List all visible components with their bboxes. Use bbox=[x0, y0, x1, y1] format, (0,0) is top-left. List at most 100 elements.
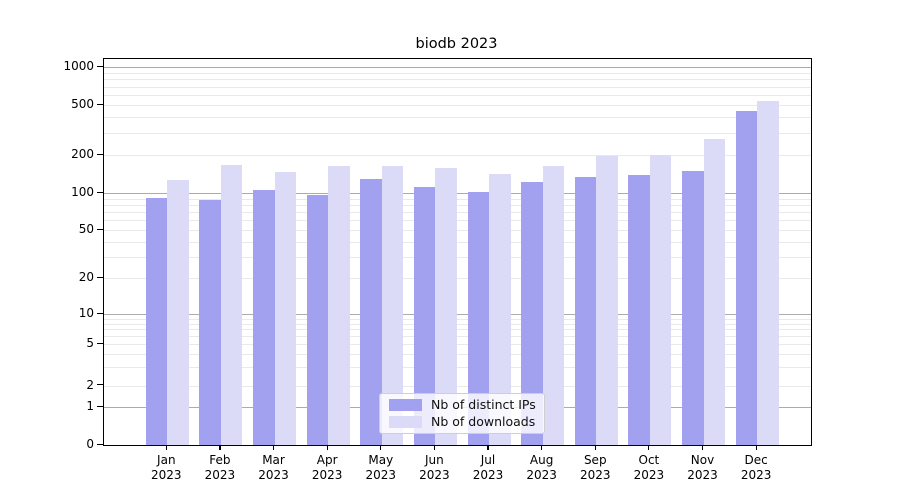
y-tick-label: 100 bbox=[71, 185, 94, 199]
x-tick-label: Dec 2023 bbox=[724, 453, 788, 482]
gridline-minor bbox=[104, 344, 811, 345]
x-tick-label: Jan 2023 bbox=[134, 453, 198, 482]
x-tick-label: Aug 2023 bbox=[510, 453, 574, 482]
gridline-minor bbox=[104, 220, 811, 222]
x-tick-mark bbox=[755, 445, 757, 450]
y-tick-label: 1000 bbox=[63, 59, 94, 74]
gridline-minor bbox=[104, 212, 811, 214]
bar-distinct-ips-nov bbox=[682, 170, 704, 445]
legend-label: Nb of downloads bbox=[431, 414, 536, 429]
x-tick-mark bbox=[541, 445, 543, 450]
gridline-minor bbox=[104, 329, 811, 331]
gridline-minor bbox=[104, 323, 811, 325]
y-tick-mark bbox=[97, 153, 103, 155]
bar-downloads-oct bbox=[649, 154, 672, 445]
bar-downloads-may bbox=[381, 166, 404, 445]
x-tick-mark bbox=[433, 445, 435, 450]
gridline-minor bbox=[104, 72, 811, 74]
x-tick-mark bbox=[326, 445, 328, 450]
x-tick-label: Jul 2023 bbox=[456, 453, 520, 482]
gridline-major bbox=[104, 193, 811, 194]
bar-distinct-ips-may bbox=[360, 179, 382, 445]
gridline-minor bbox=[104, 278, 811, 280]
x-tick-label: Mar 2023 bbox=[242, 453, 306, 482]
gridline-minor bbox=[104, 256, 811, 258]
x-tick-label: Nov 2023 bbox=[671, 453, 735, 482]
x-tick-year: 2023 bbox=[258, 467, 289, 482]
y-tick-label: 2 bbox=[86, 377, 94, 392]
bar-distinct-ips-mar bbox=[253, 190, 275, 445]
y-tick-mark bbox=[97, 228, 103, 230]
gridline-minor bbox=[104, 155, 811, 157]
x-tick-mark bbox=[165, 445, 167, 450]
y-tick-label: 500 bbox=[71, 97, 94, 111]
x-tick-year: 2023 bbox=[579, 467, 611, 482]
x-tick-year: 2023 bbox=[472, 467, 504, 482]
gridline-minor bbox=[104, 318, 811, 320]
x-tick-mark bbox=[219, 445, 221, 450]
legend-item: Nb of distinct IPs bbox=[389, 398, 536, 412]
y-tick-mark bbox=[97, 405, 103, 408]
x-tick-label: Apr 2023 bbox=[295, 453, 359, 482]
gridline-major bbox=[104, 67, 811, 69]
bar-downloads-jan bbox=[167, 179, 189, 445]
gridline-minor bbox=[104, 198, 811, 200]
bar-downloads-aug bbox=[542, 166, 565, 445]
gridline-minor bbox=[104, 117, 811, 119]
legend-swatch-distinct-ips bbox=[389, 398, 422, 412]
bar-distinct-ips-apr bbox=[306, 194, 329, 445]
y-tick-label: 10 bbox=[78, 306, 94, 320]
x-tick-mark bbox=[272, 445, 275, 450]
x-tick-year: 2023 bbox=[419, 467, 450, 482]
bar-downloads-mar bbox=[274, 171, 297, 445]
bar-distinct-ips-oct bbox=[628, 175, 650, 445]
bar-downloads-apr bbox=[328, 165, 350, 445]
chart-title: biodb 2023 bbox=[415, 36, 498, 52]
gridline-minor bbox=[104, 241, 811, 243]
gridline-minor bbox=[104, 105, 811, 106]
gridline-minor bbox=[104, 354, 811, 356]
y-tick-label: 0 bbox=[86, 437, 94, 451]
y-tick-label: 5 bbox=[86, 336, 94, 350]
x-tick-year: 2023 bbox=[740, 467, 772, 482]
x-tick-year: 2023 bbox=[204, 467, 236, 482]
x-tick-year: 2023 bbox=[526, 467, 557, 482]
x-tick-label: May 2023 bbox=[349, 453, 413, 482]
y-tick-mark bbox=[97, 103, 103, 105]
bar-downloads-feb bbox=[220, 164, 243, 445]
gridline-minor bbox=[104, 204, 811, 206]
x-tick-mark bbox=[487, 445, 489, 450]
gridline-minor bbox=[104, 132, 811, 134]
bar-distinct-ips-jul bbox=[467, 192, 490, 445]
x-tick-label: Jun 2023 bbox=[402, 453, 466, 482]
x-tick-label: Feb 2023 bbox=[188, 453, 252, 482]
x-tick-label: Sep 2023 bbox=[563, 453, 627, 482]
bar-downloads-sep bbox=[596, 156, 618, 445]
bar-distinct-ips-dec bbox=[735, 111, 758, 445]
x-tick-year: 2023 bbox=[151, 467, 182, 482]
y-tick-label: 200 bbox=[71, 147, 94, 162]
gridline-minor bbox=[104, 86, 811, 88]
x-tick-mark bbox=[380, 445, 382, 450]
bar-distinct-ips-aug bbox=[521, 182, 543, 445]
y-tick-label: 50 bbox=[78, 222, 94, 236]
y-tick-mark bbox=[97, 443, 103, 445]
legend-swatch-downloads bbox=[389, 415, 422, 429]
y-tick-mark bbox=[97, 312, 103, 314]
plot-area: Nb of distinct IPs Nb of downloads bbox=[103, 58, 812, 446]
bar-distinct-ips-sep bbox=[574, 177, 597, 445]
x-tick-year: 2023 bbox=[687, 467, 718, 482]
gridline-minor bbox=[104, 385, 811, 387]
bar-downloads-dec bbox=[757, 101, 779, 445]
gridline-major bbox=[104, 314, 811, 315]
y-tick-mark bbox=[97, 65, 103, 67]
gridline-minor bbox=[104, 367, 811, 369]
bar-downloads-nov bbox=[703, 138, 725, 445]
bar-downloads-jul bbox=[489, 174, 511, 445]
gridline-minor bbox=[104, 230, 811, 231]
bar-distinct-ips-jun bbox=[413, 186, 436, 445]
gridline-minor bbox=[104, 79, 811, 81]
y-tick-label: 1 bbox=[86, 399, 94, 414]
bar-downloads-jun bbox=[435, 168, 457, 445]
